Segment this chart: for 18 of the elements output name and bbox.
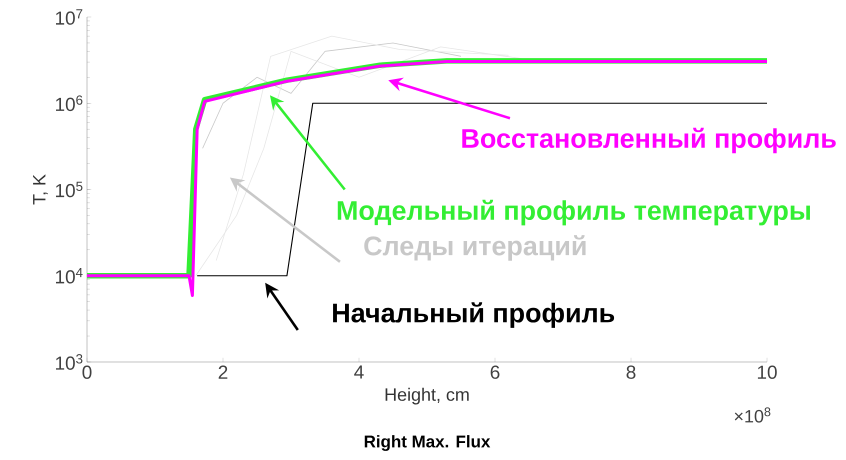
- y-tick-label: 10$^{6}$: [56, 95, 82, 112]
- x-tick-label: 10: [758, 366, 777, 379]
- y-tick-label: 10$^{5}$: [56, 182, 82, 198]
- y-tick-label: 10$^{7}$: [56, 9, 82, 25]
- text: Восстановленный профиль: [462, 128, 836, 154]
- legend-label: Начальный профиль: [333, 302, 614, 328]
- x-tick-label: 6: [490, 366, 500, 379]
- x-tick-label: 4: [354, 366, 364, 379]
- x-tick-label: 0: [82, 366, 92, 379]
- text: ×10$^{8}$: [734, 407, 770, 423]
- text: Модельный профиль температуры: [338, 200, 810, 226]
- y-tick-label: 10$^{4}$: [56, 268, 83, 284]
- x-tick-label: 8: [626, 366, 636, 379]
- y-tick-label: 10$^{3}$: [56, 354, 82, 370]
- text: Right Max. Flux: [364, 435, 490, 451]
- x-tick-label: 2: [218, 366, 228, 379]
- y-axis-title: T, K: [33, 174, 48, 205]
- x-axis-title: Height, cm: [386, 388, 469, 404]
